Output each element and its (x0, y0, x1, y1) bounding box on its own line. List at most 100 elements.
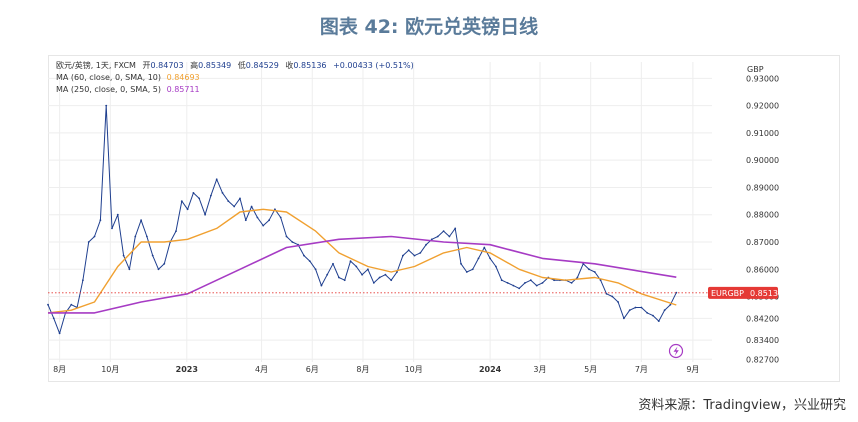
price-point (541, 282, 544, 284)
y-tick-label: 0.89000 (746, 183, 779, 192)
price-point (52, 317, 55, 320)
price-point (349, 260, 352, 262)
price-point (611, 295, 614, 298)
price-point (268, 219, 270, 222)
y-tick-label: 0.88000 (746, 211, 779, 220)
price-point (221, 192, 224, 194)
series-ma60 (47, 208, 677, 314)
price-point (163, 262, 166, 265)
price-point (460, 262, 462, 265)
price-point (70, 303, 73, 306)
y-tick-label: 0.90000 (746, 156, 779, 165)
price-point (646, 312, 649, 314)
price-point (157, 268, 160, 271)
price-point (175, 230, 177, 233)
price-point (442, 230, 445, 233)
price-point (378, 276, 381, 279)
y-tick-label: 0.91000 (746, 129, 779, 138)
price-point (599, 279, 602, 282)
price-point (454, 227, 457, 230)
x-axis: 8月 10月 2023 4月 6月 8月 10月 2024 3月 5月 7月 9月 (53, 365, 699, 374)
price-point (367, 268, 369, 271)
last-price-tag: EURGBP 0.85136 (708, 286, 783, 299)
price-point (58, 332, 61, 335)
legend-line-3: MA (250, close, 0, SMA, 5) 0.85711 (56, 85, 200, 94)
x-tick-label: 6月 (306, 365, 319, 374)
price-point (669, 303, 672, 306)
price-point (529, 279, 532, 282)
price-point (524, 282, 526, 284)
price-point (233, 205, 236, 208)
price-point (47, 303, 49, 306)
lightning-icon[interactable] (668, 343, 684, 359)
price-point (274, 208, 276, 211)
price-point (605, 292, 608, 295)
chart-panel[interactable] (48, 55, 840, 382)
price-point (535, 284, 538, 287)
x-tick-label: 10月 (101, 365, 119, 374)
price-point (192, 192, 195, 194)
price-point (384, 273, 387, 276)
price-point (617, 301, 619, 303)
figure-title: 图表 42: 欧元兑英镑日线 (319, 16, 539, 38)
price-point (250, 205, 253, 208)
y-tick-label: 0.82700 (746, 355, 779, 364)
price-point (500, 279, 503, 282)
y-tick-label: 0.87000 (746, 238, 779, 247)
price-point (303, 254, 305, 257)
price-point (361, 273, 363, 276)
source-note: 资料来源：Tradingview，兴业研究 (638, 398, 846, 413)
x-tick-label: 2023 (176, 365, 198, 374)
price-point (634, 306, 637, 309)
x-tick-label: 4月 (255, 365, 268, 374)
series-line-ma250 (48, 235, 677, 314)
price-point (623, 317, 625, 320)
price-point (506, 282, 509, 284)
price-point (198, 197, 201, 200)
price-point (146, 235, 148, 238)
price-point (134, 235, 137, 238)
price-point (471, 268, 474, 271)
price-point (122, 254, 125, 257)
x-tick-label: 2024 (479, 365, 502, 374)
price-point (291, 241, 294, 243)
price-point (518, 287, 521, 290)
price-point (372, 282, 375, 284)
price-point (279, 216, 282, 219)
price-point (477, 257, 480, 260)
grid-lines (48, 62, 712, 362)
price-point (128, 268, 131, 271)
price-point (396, 271, 398, 273)
price-point (180, 200, 183, 203)
price-point (652, 314, 654, 317)
price-point (82, 279, 84, 282)
x-tick-label: 10月 (405, 365, 423, 374)
price-point (483, 246, 486, 249)
price-point (227, 200, 230, 203)
series-line-ma60 (47, 208, 677, 314)
price-point (215, 178, 218, 181)
series-line-price (47, 105, 677, 334)
price-point (87, 241, 90, 243)
price-point (320, 284, 323, 287)
last-price-tag-text: EURGBP 0.85136 (711, 289, 783, 298)
price-point (262, 224, 265, 227)
price-point (489, 257, 491, 260)
x-tick-label: 8月 (356, 365, 369, 374)
x-tick-label: 5月 (584, 365, 597, 374)
price-point (314, 268, 317, 271)
price-point (640, 306, 643, 309)
y-tick-label: 0.84200 (746, 314, 779, 323)
price-point (413, 254, 416, 257)
x-tick-label: 8月 (53, 365, 66, 374)
price-point (355, 265, 358, 268)
price-point (407, 249, 410, 252)
price-point (332, 262, 334, 265)
price-point (425, 243, 427, 246)
y-axis: 0.827000.834000.842000.850000.860000.870… (746, 74, 779, 364)
price-point (570, 282, 573, 284)
price-point (204, 213, 207, 216)
price-point (431, 238, 433, 241)
price-point (593, 271, 596, 273)
y-tick-label: 0.83400 (746, 336, 779, 345)
